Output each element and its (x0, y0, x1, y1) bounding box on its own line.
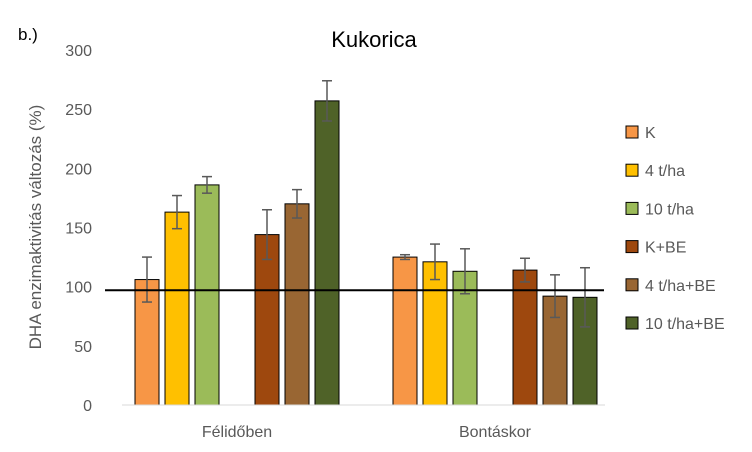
legend-label: 10 t/ha+BE (645, 316, 725, 333)
bar (284, 203, 310, 406)
legend-item: 10 t/ha+BE (625, 316, 725, 333)
legend-label: K+BE (645, 240, 686, 257)
category-label: Bontáskor (459, 424, 532, 441)
legend-item: 4 t/ha (625, 163, 685, 180)
bar (164, 211, 190, 406)
legend-label: 10 t/ha (645, 201, 694, 218)
legend-label: 4 t/ha (645, 163, 685, 180)
y-tick-label: 0 (83, 398, 92, 415)
bar (422, 261, 448, 406)
legend-swatch (625, 163, 639, 177)
legend-swatch (625, 125, 639, 139)
error-bar (520, 257, 530, 283)
error-bar (262, 209, 272, 261)
category-label: Félidőben (202, 424, 272, 441)
error-bar (322, 80, 332, 122)
legend-item: 4 t/ha+BE (625, 278, 716, 295)
legend-swatch (625, 278, 639, 292)
legend-item: K+BE (625, 240, 686, 257)
error-bar (550, 274, 560, 319)
chart-title: Kukorica (331, 27, 417, 52)
legend-swatch (625, 240, 639, 254)
bar (512, 269, 538, 406)
y-tick-label: 300 (65, 43, 92, 60)
error-bar (430, 243, 440, 281)
bar (314, 100, 340, 406)
y-tick-label: 250 (65, 102, 92, 119)
error-bar (172, 194, 182, 230)
y-tick-label: 50 (74, 339, 92, 356)
error-bar (580, 266, 590, 328)
bar (254, 234, 280, 406)
y-tick-label: 200 (65, 161, 92, 178)
category-labels: Félidőben Bontáskor (202, 424, 532, 441)
legend-swatch (625, 316, 639, 330)
error-bars (142, 80, 590, 328)
error-bar (142, 256, 152, 303)
y-tick-label: 150 (65, 221, 92, 238)
bar (392, 256, 418, 406)
y-tick-label: 100 (65, 280, 92, 297)
legend-item: K (625, 125, 656, 142)
error-bar (202, 175, 212, 194)
error-bar (292, 188, 302, 219)
legend: K 4 t/ha 10 t/ha K+BE 4 t/ha+BE 10 t/ha+BE (625, 125, 725, 333)
error-bar (400, 253, 410, 261)
bar (194, 184, 220, 406)
y-axis-label: DHA enzimaktivitás változás (%) (26, 105, 45, 350)
legend-swatch (625, 201, 639, 215)
legend-item: 10 t/ha (625, 201, 694, 218)
legend-label: K (645, 125, 656, 142)
legend-label: 4 t/ha+BE (645, 278, 716, 295)
error-bar (460, 248, 470, 295)
panel-label: b.) (18, 25, 38, 44)
y-axis-ticks: 0 50 100 150 200 250 300 (65, 43, 92, 415)
